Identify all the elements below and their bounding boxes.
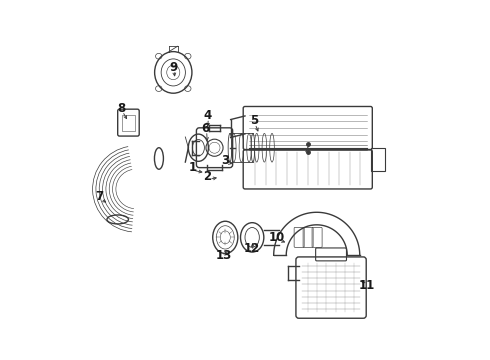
Text: 6: 6 (201, 122, 210, 135)
Text: 13: 13 (216, 249, 232, 262)
Text: 3: 3 (221, 154, 229, 167)
Text: 1: 1 (189, 161, 197, 174)
Text: 12: 12 (244, 242, 260, 255)
Text: 2: 2 (203, 170, 211, 183)
Bar (370, 148, 385, 171)
Text: 11: 11 (359, 279, 375, 292)
Bar (122, 114, 135, 131)
Text: 8: 8 (117, 102, 125, 115)
Text: 5: 5 (250, 114, 258, 127)
Text: 7: 7 (96, 190, 104, 203)
Text: 4: 4 (203, 109, 212, 122)
Text: 10: 10 (269, 231, 285, 244)
Text: 9: 9 (169, 60, 177, 73)
